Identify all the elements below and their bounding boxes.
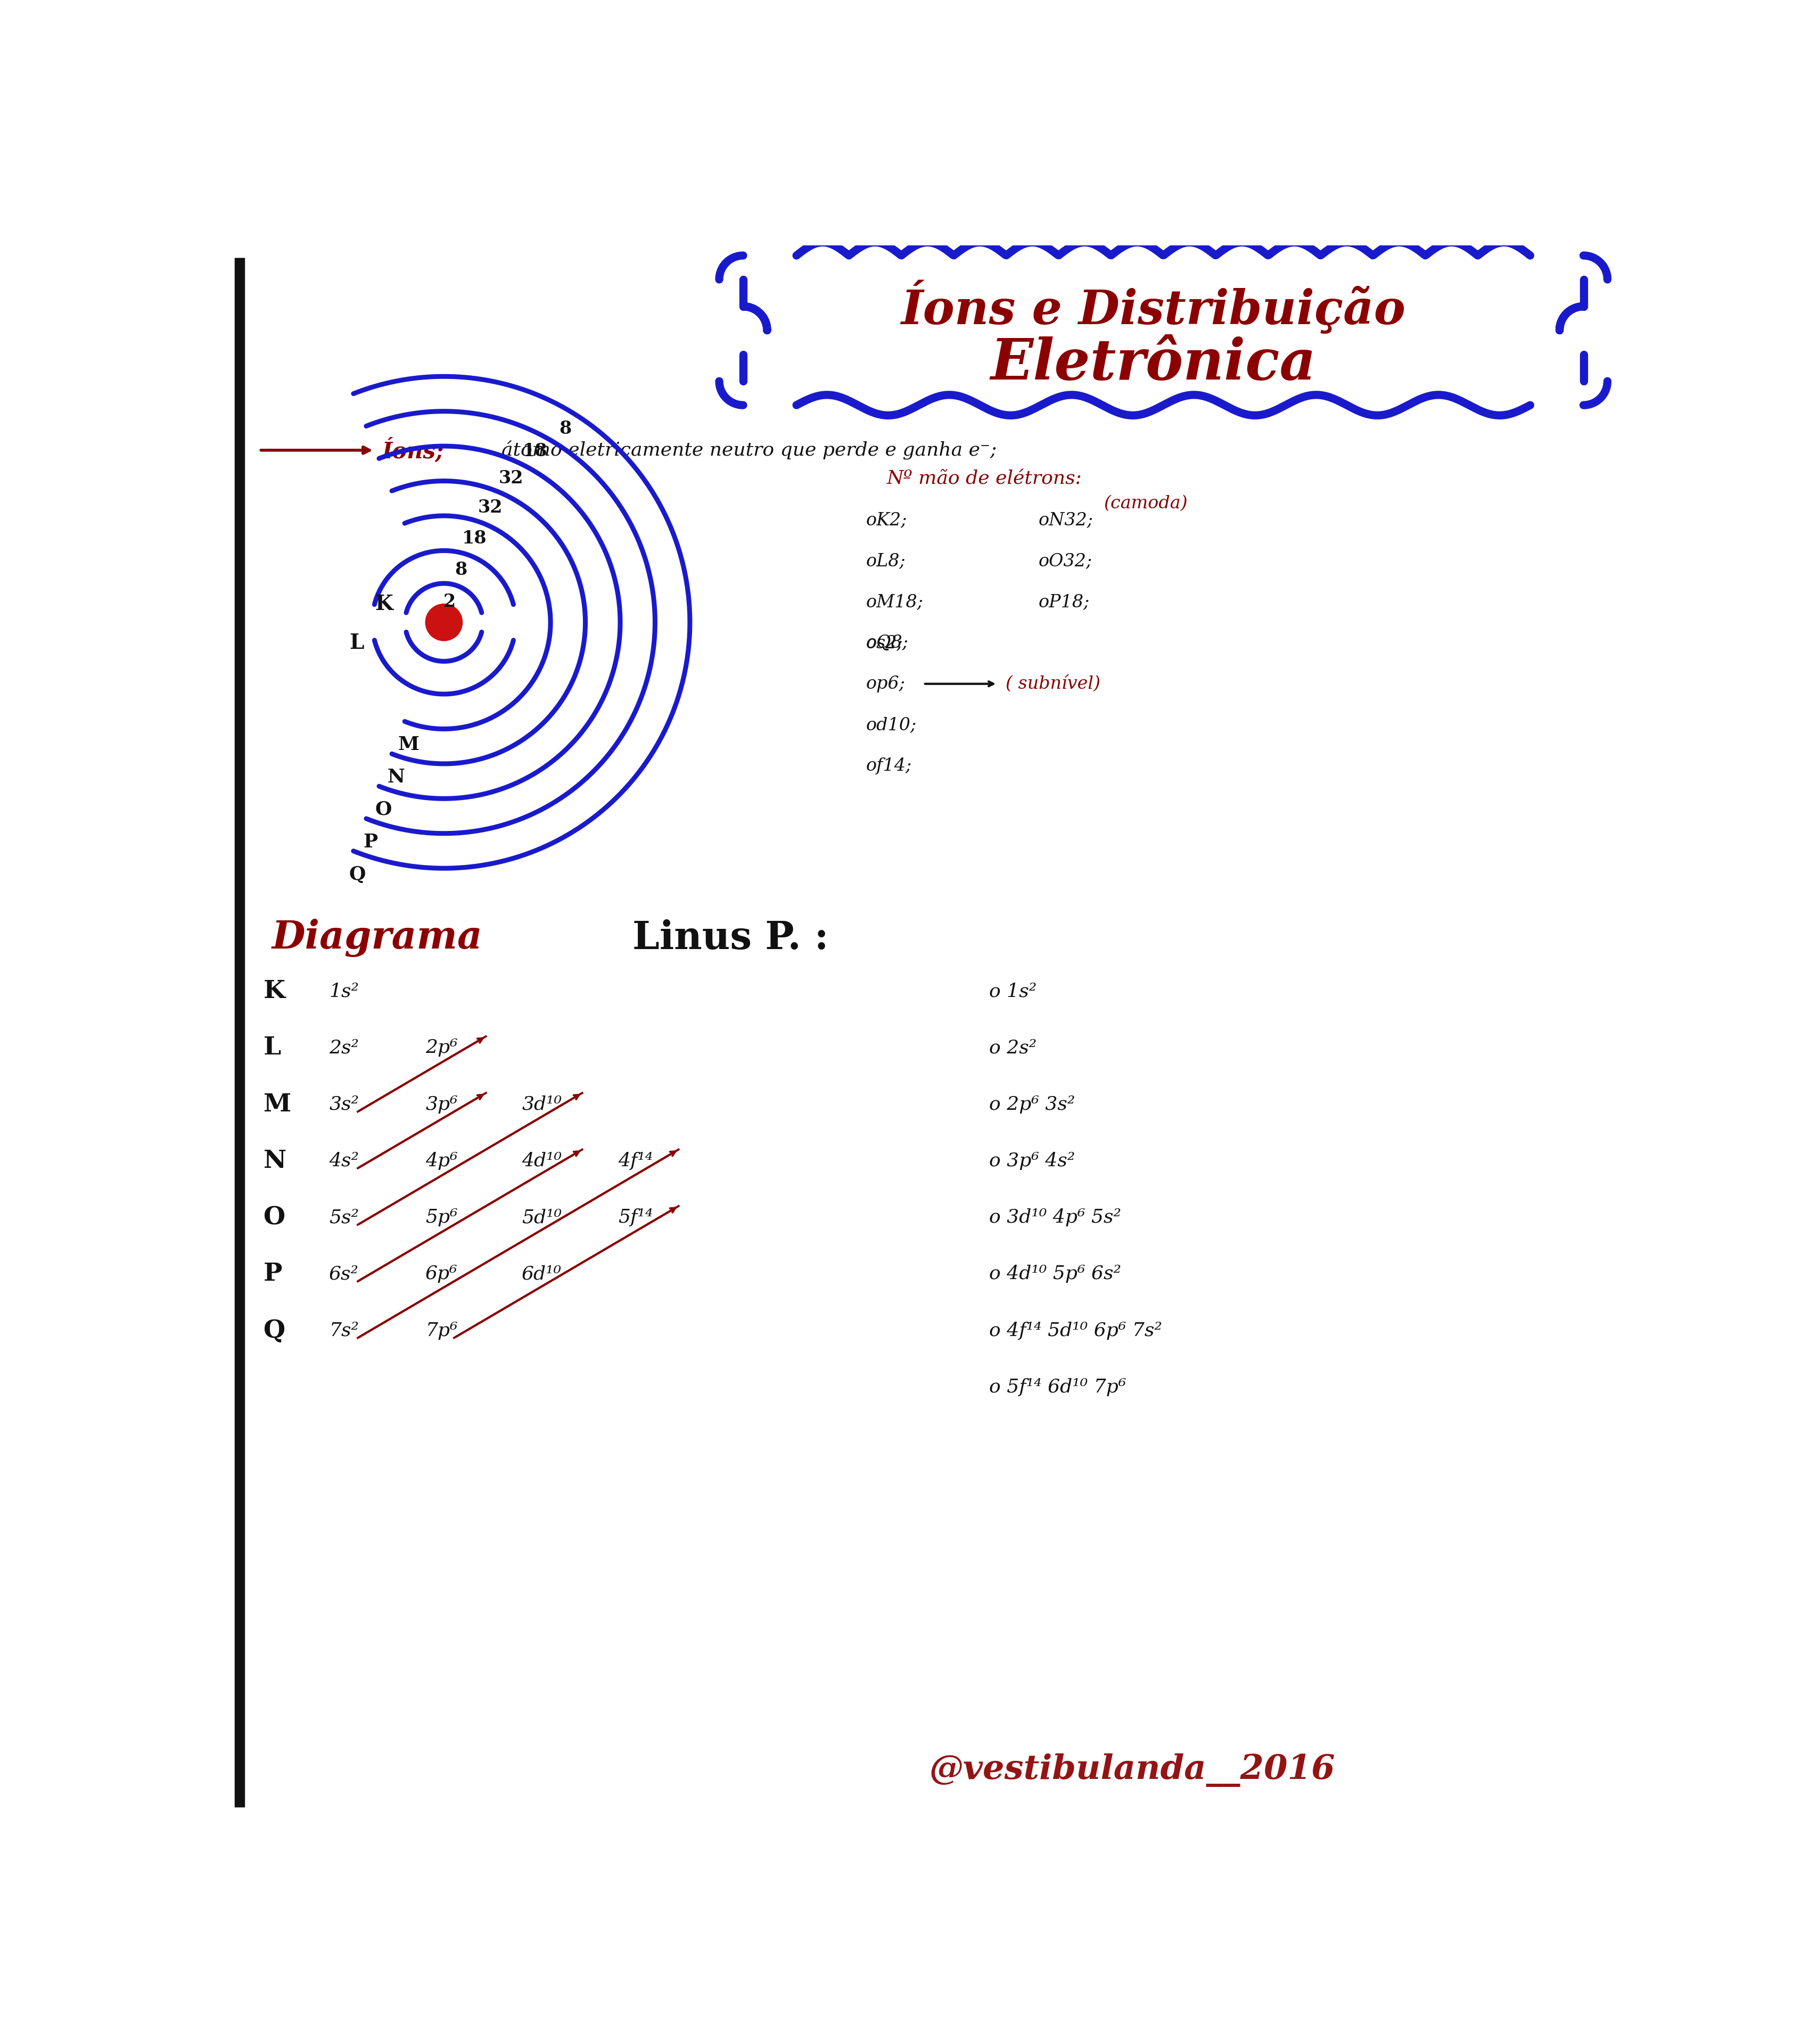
Text: os2;: os2; — [867, 634, 903, 652]
Text: o 4f¹⁴ 5d¹⁰ 6p⁶ 7s²: o 4f¹⁴ 5d¹⁰ 6p⁶ 7s² — [988, 1322, 1162, 1339]
Text: Íons e Distribuição: Íons e Distribuição — [901, 280, 1405, 333]
Text: Nº mão de elétrons:: Nº mão de elétrons: — [887, 470, 1082, 489]
Text: 3p⁶: 3p⁶ — [425, 1096, 458, 1114]
Text: o 3p⁶ 4s²: o 3p⁶ 4s² — [988, 1153, 1075, 1169]
Text: 8: 8 — [454, 560, 467, 578]
Text: 4d¹⁰: 4d¹⁰ — [521, 1153, 561, 1169]
Text: op6;: op6; — [867, 675, 905, 693]
Text: (camoda): (camoda) — [1104, 495, 1187, 511]
Text: 2s²: 2s² — [329, 1038, 358, 1057]
Text: oQ8;: oQ8; — [867, 634, 909, 652]
Text: P: P — [264, 1261, 282, 1286]
Text: Diagrama: Diagrama — [272, 920, 483, 957]
Text: oL8;: oL8; — [867, 552, 907, 570]
Text: 3s²: 3s² — [329, 1096, 358, 1114]
Text: M: M — [398, 736, 420, 754]
Text: N: N — [387, 769, 405, 787]
Text: 1s²: 1s² — [329, 983, 358, 1000]
Text: 5s²: 5s² — [329, 1208, 358, 1226]
Text: od10;: od10; — [867, 715, 918, 734]
Text: 18: 18 — [523, 444, 547, 460]
Text: K: K — [375, 595, 393, 613]
Text: 32: 32 — [500, 470, 523, 486]
Text: 5d¹⁰: 5d¹⁰ — [521, 1208, 561, 1226]
Text: 5p⁶: 5p⁶ — [425, 1208, 458, 1226]
Text: L: L — [349, 634, 364, 652]
Text: 4f¹⁴: 4f¹⁴ — [619, 1153, 653, 1169]
Text: 2: 2 — [443, 593, 456, 611]
Text: 7p⁶: 7p⁶ — [425, 1322, 458, 1339]
Text: oP18;: oP18; — [1039, 593, 1090, 611]
Text: L: L — [264, 1036, 281, 1061]
Text: Q: Q — [349, 865, 366, 883]
Text: 8: 8 — [559, 419, 572, 437]
Text: K: K — [264, 979, 286, 1004]
Text: oK2;: oK2; — [867, 511, 907, 529]
Text: oN32;: oN32; — [1039, 511, 1093, 529]
Text: oO32;: oO32; — [1039, 552, 1091, 570]
Text: Linus P. :: Linus P. : — [632, 920, 829, 957]
Text: o 2p⁶ 3s²: o 2p⁶ 3s² — [988, 1096, 1075, 1114]
Text: ( subnível): ( subnível) — [1006, 675, 1100, 693]
Text: of14;: of14; — [867, 756, 912, 775]
Text: Q: Q — [264, 1318, 286, 1343]
Text: o 5f¹⁴ 6d¹⁰ 7p⁶: o 5f¹⁴ 6d¹⁰ 7p⁶ — [988, 1378, 1126, 1396]
Text: O: O — [264, 1206, 286, 1230]
Text: oM18;: oM18; — [867, 593, 923, 611]
Text: 3d¹⁰: 3d¹⁰ — [521, 1096, 561, 1114]
Text: O: O — [375, 801, 391, 820]
Text: 5f¹⁴: 5f¹⁴ — [619, 1208, 653, 1226]
Text: o 2s²: o 2s² — [988, 1038, 1037, 1057]
Text: Eletrônica: Eletrônica — [990, 337, 1316, 392]
Text: 6s²: 6s² — [329, 1265, 358, 1284]
Text: átomo eletricamente neutro que perde e ganha e⁻;: átomo eletricamente neutro que perde e g… — [501, 442, 997, 460]
Text: Íons;: Íons; — [382, 437, 443, 462]
Text: 6p⁶: 6p⁶ — [425, 1265, 458, 1284]
Text: M: M — [264, 1091, 291, 1116]
Text: o 3d¹⁰ 4p⁶ 5s²: o 3d¹⁰ 4p⁶ 5s² — [988, 1208, 1120, 1226]
Text: 7s²: 7s² — [329, 1322, 358, 1339]
Text: N: N — [264, 1149, 286, 1173]
Circle shape — [425, 603, 462, 642]
Text: P: P — [364, 834, 378, 850]
Text: 18: 18 — [462, 529, 487, 548]
Text: 2p⁶: 2p⁶ — [425, 1038, 458, 1057]
Text: 4p⁶: 4p⁶ — [425, 1153, 458, 1169]
Text: o 1s²: o 1s² — [988, 983, 1037, 1000]
Text: o 4d¹⁰ 5p⁶ 6s²: o 4d¹⁰ 5p⁶ 6s² — [988, 1265, 1120, 1284]
Text: @vestibulanda__2016: @vestibulanda__2016 — [930, 1754, 1336, 1786]
Text: 4s²: 4s² — [329, 1153, 358, 1169]
Text: 32: 32 — [478, 499, 503, 517]
Text: 6d¹⁰: 6d¹⁰ — [521, 1265, 561, 1284]
